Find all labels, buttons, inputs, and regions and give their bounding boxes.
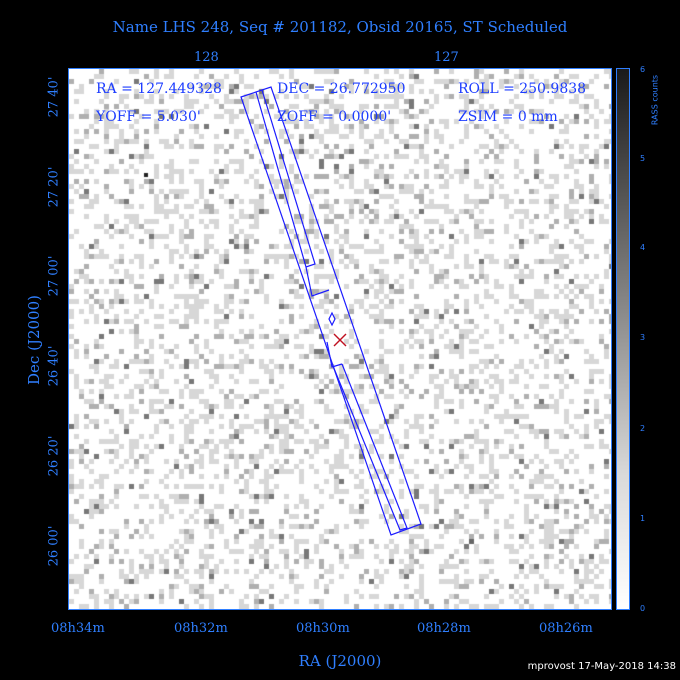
colorbar-tick: 0 — [640, 604, 646, 613]
colorbar-tick: 2 — [640, 424, 646, 433]
colorbar-tick: 4 — [640, 243, 646, 252]
yoff-readout: YOFF = 5.030' — [96, 109, 201, 125]
upper-chip-notch — [305, 266, 330, 297]
roll-readout: ROLL = 250.9838 — [458, 81, 587, 97]
x-tick-label: 08h34m — [51, 621, 105, 636]
colorbar — [616, 68, 630, 610]
colorbar-tick: 3 — [640, 333, 646, 342]
target-diamond-marker — [328, 311, 336, 327]
x-tick-label: 08h28m — [417, 621, 471, 636]
zsim-readout: ZSIM = 0 mm — [458, 109, 558, 125]
ra-readout: RA = 127.449328 — [96, 81, 222, 97]
top-tick-label: 127 — [434, 50, 459, 65]
zoff-readout: ZOFF = 0.0000' — [277, 109, 392, 125]
colorbar-label: RASS counts — [650, 74, 660, 126]
colorbar-tick: 1 — [640, 514, 646, 523]
outer-chip-outline — [240, 86, 422, 536]
rass-sky-image — [69, 69, 611, 609]
lower-chip-notch — [326, 341, 343, 368]
x-tick-label: 08h30m — [296, 621, 350, 636]
y-tick-label: 26 00' — [46, 525, 62, 567]
colorbar-tick: 5 — [640, 154, 646, 163]
y-tick-label: 26 40' — [46, 345, 62, 387]
y-tick-label: 27 20' — [46, 166, 62, 208]
x-axis-label: RA (J2000) — [298, 652, 382, 670]
plot-title: Name LHS 248, Seq # 201182, Obsid 20165,… — [112, 18, 568, 36]
y-axis-label: Dec (J2000) — [25, 295, 43, 385]
upper-chip-inner-outline — [255, 89, 316, 268]
footer-stamp: mprovost 17-May-2018 14:38 — [527, 661, 676, 672]
y-tick-label: 27 40' — [46, 76, 62, 118]
y-tick-label: 26 20' — [46, 435, 62, 477]
dec-readout: DEC = 26.772950 — [277, 81, 406, 97]
x-tick-label: 08h26m — [539, 621, 593, 636]
plot-frame — [68, 68, 612, 610]
y-tick-label: 27 00' — [46, 255, 62, 297]
colorbar-tick: 6 — [640, 65, 646, 74]
lower-chip-inner-outline — [332, 363, 408, 531]
top-tick-label: 128 — [194, 50, 219, 65]
x-tick-label: 08h32m — [174, 621, 228, 636]
